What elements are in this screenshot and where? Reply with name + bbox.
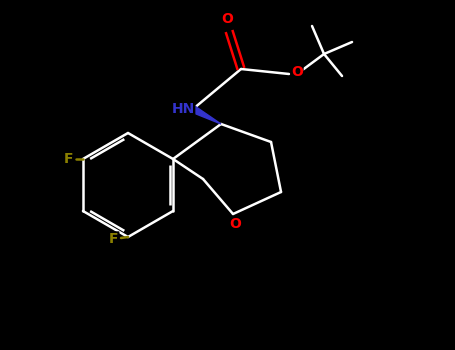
Text: O: O — [221, 12, 233, 26]
Text: HN: HN — [172, 102, 195, 116]
Polygon shape — [192, 106, 221, 124]
Text: F: F — [109, 232, 119, 246]
Text: O: O — [291, 65, 303, 79]
Text: F: F — [64, 152, 74, 166]
Text: O: O — [229, 217, 241, 231]
